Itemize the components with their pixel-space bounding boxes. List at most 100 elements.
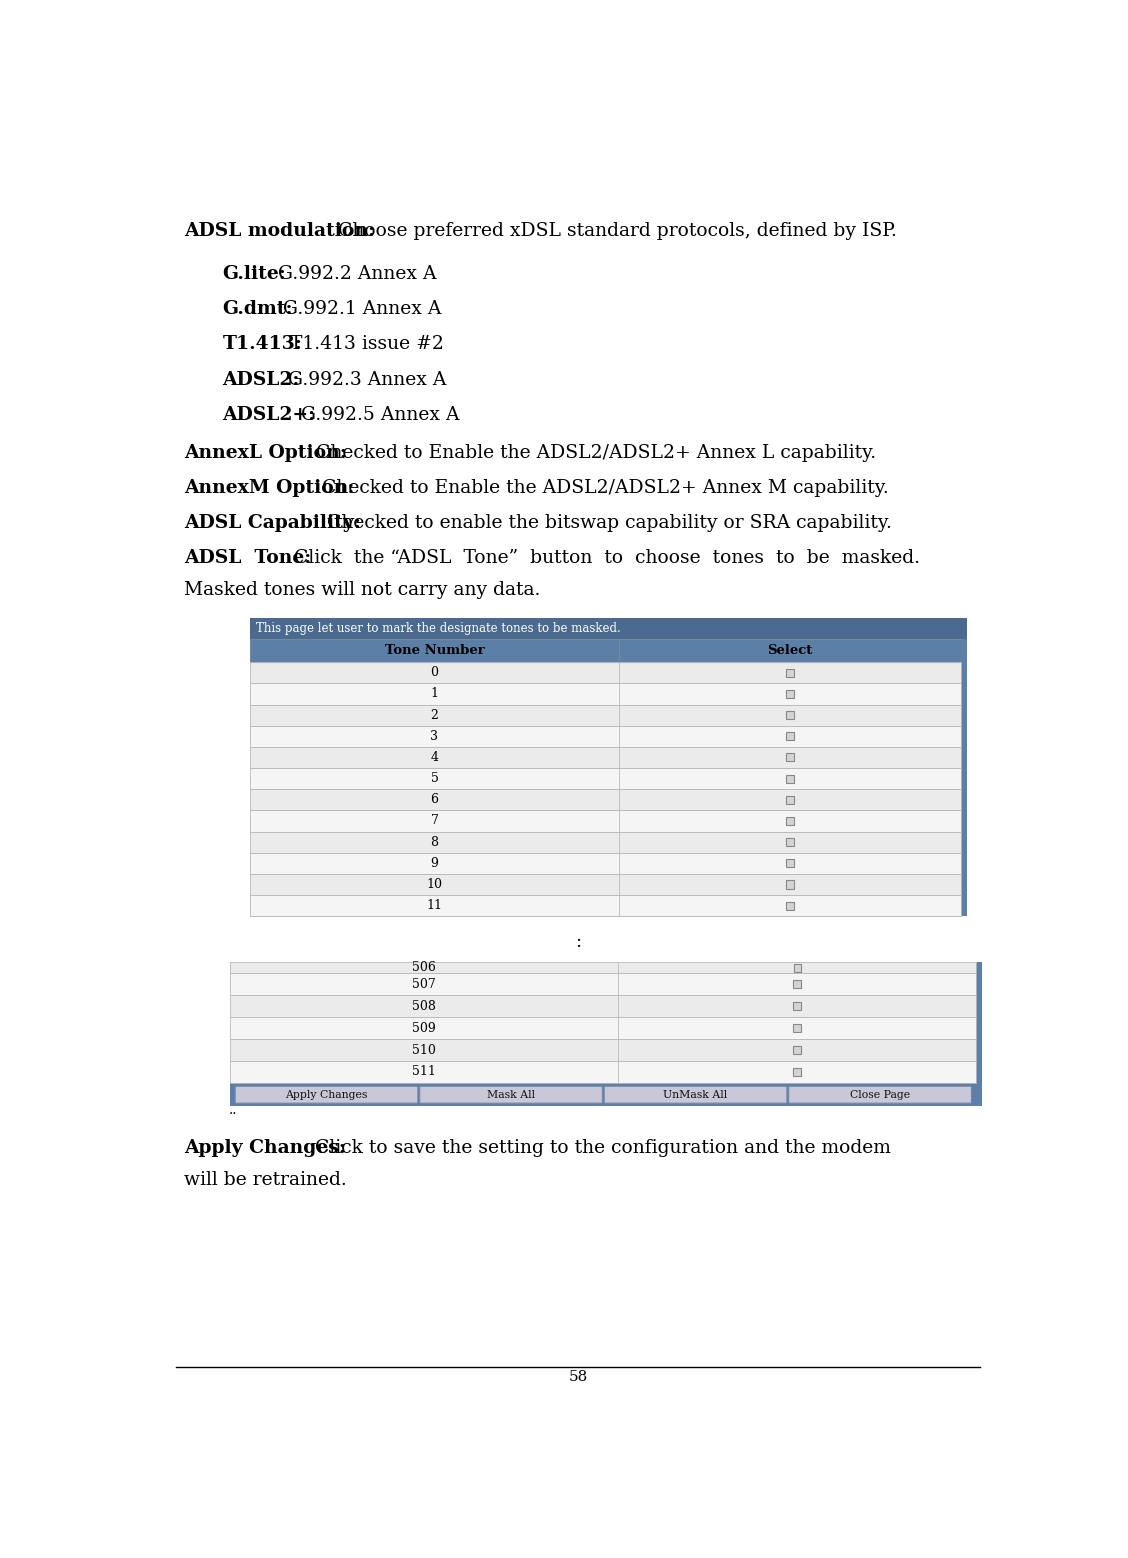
Bar: [961, 810, 967, 832]
Text: :: :: [575, 933, 581, 952]
Bar: [249, 639, 961, 662]
Text: 5: 5: [431, 773, 439, 785]
Text: Checked to enable the bitswap capability or SRA capability.: Checked to enable the bitswap capability…: [320, 514, 891, 531]
Text: 10: 10: [426, 879, 442, 891]
Bar: [961, 832, 967, 852]
FancyBboxPatch shape: [788, 1086, 971, 1103]
Text: 506: 506: [412, 961, 437, 974]
Bar: [977, 1017, 982, 1039]
Text: Masked tones will not carry any data.: Masked tones will not carry any data.: [184, 581, 540, 600]
Text: T1.413:: T1.413:: [222, 335, 302, 354]
Bar: [249, 662, 961, 684]
Text: G.992.2 Annex A: G.992.2 Annex A: [272, 265, 437, 284]
Text: 6: 6: [431, 793, 439, 807]
Bar: [961, 726, 967, 746]
Bar: [961, 874, 967, 896]
FancyBboxPatch shape: [605, 1086, 787, 1103]
Text: ..: ..: [229, 1103, 237, 1117]
Bar: [793, 980, 801, 988]
Bar: [249, 832, 961, 852]
Bar: [249, 768, 961, 790]
Text: 510: 510: [412, 1044, 437, 1056]
Bar: [793, 1002, 801, 1010]
Bar: [961, 790, 967, 810]
Text: ADSL  Tone:: ADSL Tone:: [184, 548, 311, 567]
Text: will be retrained.: will be retrained.: [184, 1172, 346, 1189]
Text: 11: 11: [426, 899, 442, 911]
Text: ADSL Capability:: ADSL Capability:: [184, 514, 361, 531]
Text: Select: Select: [767, 643, 813, 657]
Text: Checked to Enable the ADSL2/ADSL2+ Annex L capability.: Checked to Enable the ADSL2/ADSL2+ Annex…: [310, 444, 875, 461]
Text: Apply Changes:: Apply Changes:: [184, 1139, 345, 1156]
Text: 3: 3: [431, 729, 439, 743]
Text: Close Page: Close Page: [851, 1089, 910, 1100]
Bar: [961, 662, 967, 684]
Bar: [230, 963, 977, 974]
Text: 58: 58: [569, 1369, 588, 1384]
Text: 511: 511: [412, 1066, 437, 1078]
Text: AnnexM Option:: AnnexM Option:: [184, 478, 354, 497]
Bar: [786, 902, 794, 910]
Text: Click  the “ADSL  Tone”  button  to  choose  tones  to  be  masked.: Click the “ADSL Tone” button to choose t…: [282, 548, 920, 567]
Bar: [977, 974, 982, 996]
Text: 508: 508: [412, 1000, 437, 1013]
Bar: [249, 619, 967, 639]
Bar: [786, 816, 794, 826]
Bar: [230, 1083, 982, 1106]
Bar: [786, 690, 794, 698]
Text: 1: 1: [431, 687, 439, 701]
Text: 4: 4: [431, 751, 439, 763]
Bar: [786, 774, 794, 782]
Bar: [249, 874, 961, 896]
Bar: [961, 684, 967, 704]
Bar: [249, 852, 961, 874]
Text: Click to save the setting to the configuration and the modem: Click to save the setting to the configu…: [309, 1139, 891, 1156]
Text: 507: 507: [413, 978, 437, 991]
Text: T1.413 issue #2: T1.413 issue #2: [284, 335, 444, 354]
Bar: [786, 860, 794, 868]
Text: ADSL modulation:: ADSL modulation:: [184, 221, 374, 240]
Bar: [977, 996, 982, 1017]
Bar: [977, 1039, 982, 1061]
Text: UnMask All: UnMask All: [663, 1089, 728, 1100]
Bar: [249, 704, 961, 726]
Bar: [977, 1061, 982, 1083]
Text: 2: 2: [431, 709, 439, 721]
Text: ADSL2:: ADSL2:: [222, 371, 300, 388]
Bar: [249, 726, 961, 746]
Text: G.992.3 Annex A: G.992.3 Annex A: [282, 371, 447, 388]
Bar: [793, 1045, 801, 1055]
Text: AnnexL Option:: AnnexL Option:: [184, 444, 346, 461]
Text: 8: 8: [431, 835, 439, 849]
Text: G.992.1 Annex A: G.992.1 Annex A: [277, 301, 441, 318]
Bar: [794, 964, 801, 972]
Text: Checked to Enable the ADSL2/ADSL2+ Annex M capability.: Checked to Enable the ADSL2/ADSL2+ Annex…: [316, 478, 889, 497]
Bar: [961, 639, 967, 662]
Text: Choose preferred xDSL standard protocols, defined by ISP.: Choose preferred xDSL standard protocols…: [332, 221, 897, 240]
Text: Apply Changes: Apply Changes: [285, 1089, 368, 1100]
Bar: [793, 1067, 801, 1077]
Text: 9: 9: [431, 857, 439, 869]
Bar: [249, 684, 961, 704]
Text: 509: 509: [413, 1022, 437, 1035]
Text: 7: 7: [431, 815, 439, 827]
Bar: [249, 896, 961, 916]
Bar: [961, 768, 967, 790]
Bar: [230, 996, 977, 1017]
Bar: [786, 838, 794, 846]
Text: ADSL2+:: ADSL2+:: [222, 405, 316, 424]
Bar: [786, 880, 794, 888]
Bar: [249, 810, 961, 832]
Text: Tone Number: Tone Number: [385, 643, 484, 657]
Bar: [249, 790, 961, 810]
Bar: [786, 796, 794, 804]
Bar: [249, 746, 961, 768]
Text: G.dmt:: G.dmt:: [222, 301, 293, 318]
Text: 0: 0: [431, 667, 439, 679]
Bar: [961, 852, 967, 874]
Bar: [786, 668, 794, 676]
Bar: [786, 732, 794, 740]
FancyBboxPatch shape: [420, 1086, 602, 1103]
Bar: [977, 963, 982, 974]
Bar: [230, 1039, 977, 1061]
